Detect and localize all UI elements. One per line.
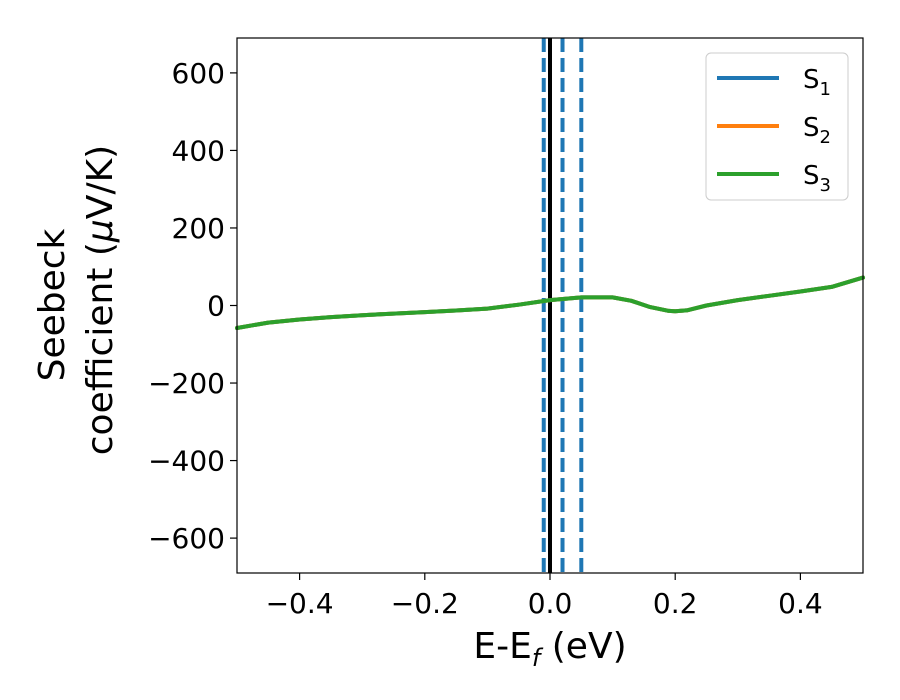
y-tick-label: 400 — [172, 134, 225, 167]
legend-label-s3: S3 — [803, 161, 831, 196]
y-tick-label: −400 — [148, 445, 225, 478]
x-axis-title: E-Ef (eV) — [473, 626, 626, 672]
x-tick-label: 0.4 — [778, 587, 823, 620]
y-axis-title-line2: coefficient (μV/K) — [80, 145, 121, 455]
x-tick-label: 0.2 — [653, 587, 698, 620]
x-axis: −0.4 −0.2 0.0 0.2 0.4 — [266, 573, 823, 620]
y-axis-title-line1: Seebeck — [32, 228, 73, 381]
legend-label-s2: S2 — [803, 113, 831, 148]
y-axis-title: Seebeck coefficient (μV/K) — [32, 145, 121, 455]
legend-label-s1: S1 — [803, 65, 831, 100]
series-line-s3 — [235, 275, 865, 330]
series-lines — [235, 275, 865, 330]
legend: S1 S2 S3 — [705, 52, 849, 201]
y-tick-label: 600 — [172, 57, 225, 90]
y-tick-label: 0 — [207, 290, 225, 323]
reference-lines — [541, 38, 584, 573]
y-tick-label: −600 — [148, 522, 225, 555]
x-tick-label: −0.4 — [266, 587, 334, 620]
y-tick-label: 200 — [172, 212, 225, 245]
y-axis: 600 400 200 0 −200 −400 −600 — [148, 57, 237, 555]
x-tick-label: 0.0 — [528, 587, 573, 620]
y-tick-label: −200 — [148, 367, 225, 400]
x-tick-label: −0.2 — [391, 587, 459, 620]
